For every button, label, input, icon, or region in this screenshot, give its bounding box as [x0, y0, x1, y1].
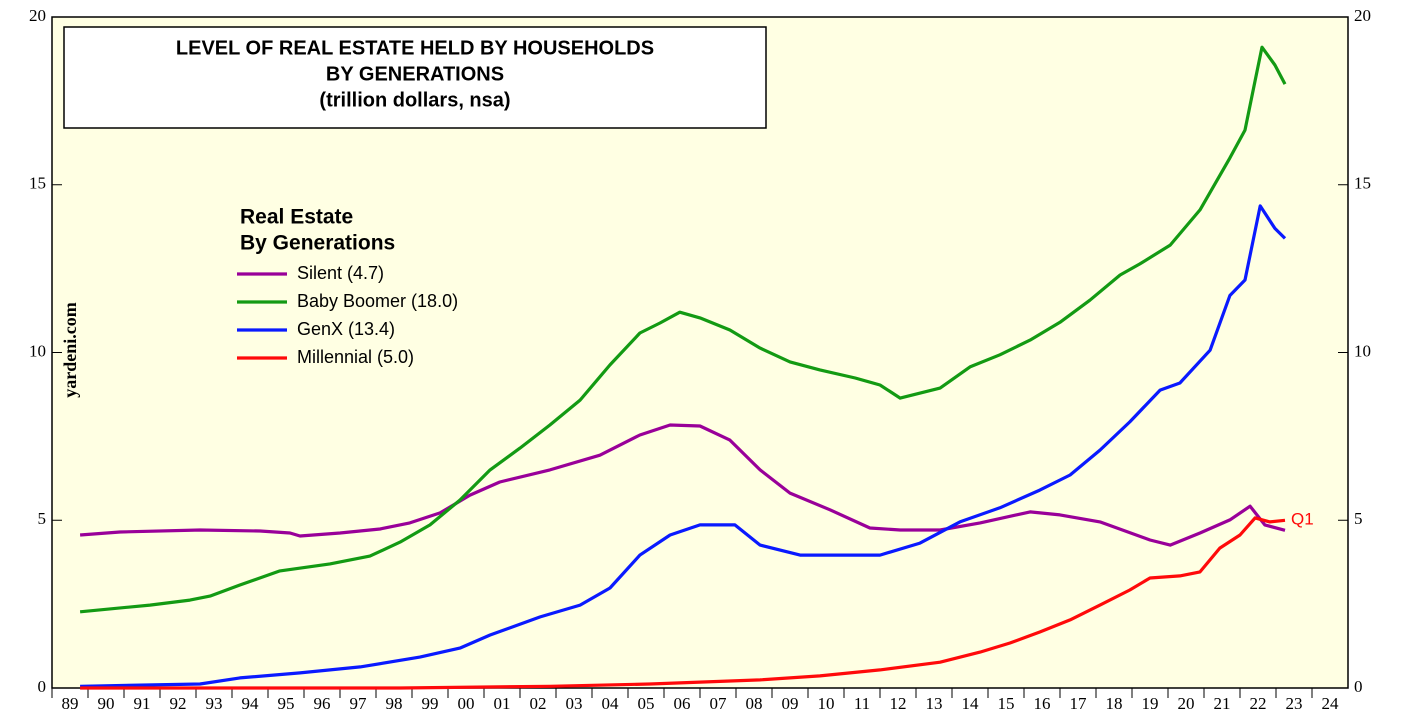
x-tick-label: 00	[458, 694, 475, 713]
x-tick-label: 06	[674, 694, 691, 713]
x-tick-label: 04	[602, 694, 620, 713]
y2-tick-label: 0	[1354, 677, 1363, 696]
x-tick-label: 12	[890, 694, 907, 713]
legend-label: Millennial (5.0)	[297, 347, 414, 367]
x-tick-label: 18	[1106, 694, 1123, 713]
x-tick-label: 07	[710, 694, 728, 713]
x-tick-label: 21	[1214, 694, 1231, 713]
x-tick-label: 99	[422, 694, 439, 713]
y-tick-label: 10	[29, 341, 46, 360]
x-tick-label: 16	[1034, 694, 1051, 713]
x-tick-label: 89	[62, 694, 79, 713]
legend-title: Real Estate	[240, 206, 353, 229]
x-tick-label: 19	[1142, 694, 1159, 713]
legend-title: By Generations	[240, 232, 395, 255]
x-tick-label: 11	[854, 694, 870, 713]
watermark: yardeni.com	[60, 302, 80, 397]
x-tick-label: 02	[530, 694, 547, 713]
x-tick-label: 24	[1322, 694, 1340, 713]
x-tick-label: 96	[314, 694, 331, 713]
series-line	[79, 45, 1287, 614]
y2-tick-label: 5	[1354, 509, 1363, 528]
x-tick-label: 20	[1178, 694, 1195, 713]
y2-tick-label: 10	[1354, 341, 1371, 360]
x-tick-label: 08	[746, 694, 763, 713]
series-line	[79, 423, 1286, 547]
legend-label: Baby Boomer (18.0)	[297, 291, 458, 311]
x-tick-label: 98	[386, 694, 403, 713]
x-tick-label: 90	[98, 694, 115, 713]
x-tick-label: 95	[278, 694, 295, 713]
x-tick-label: 13	[926, 694, 943, 713]
y2-tick-label: 20	[1354, 6, 1371, 25]
x-tick-label: 17	[1070, 694, 1088, 713]
x-tick-label: 15	[998, 694, 1015, 713]
x-tick-label: 09	[782, 694, 799, 713]
x-tick-label: 23	[1286, 694, 1303, 713]
x-tick-label: 01	[494, 694, 511, 713]
chart-title: BY GENERATIONS	[326, 63, 504, 85]
x-tick-label: 03	[566, 694, 583, 713]
y2-tick-label: 15	[1354, 174, 1371, 193]
x-tick-label: 22	[1250, 694, 1267, 713]
chart-title: LEVEL OF REAL ESTATE HELD BY HOUSEHOLDS	[176, 37, 654, 59]
legend-label: GenX (13.4)	[297, 319, 395, 339]
end-label: Q1	[1291, 510, 1314, 529]
x-tick-label: 97	[350, 694, 368, 713]
series-line	[80, 204, 1287, 688]
x-tick-label: 05	[638, 694, 655, 713]
y-tick-label: 0	[38, 677, 47, 696]
x-tick-label: 14	[962, 694, 980, 713]
y-tick-label: 5	[38, 509, 47, 528]
x-tick-label: 93	[206, 694, 223, 713]
title-box	[63, 26, 767, 129]
x-tick-label: 10	[818, 694, 835, 713]
y-tick-label: 20	[29, 6, 46, 25]
legend-label: Silent (4.7)	[297, 263, 384, 283]
x-tick-label: 92	[170, 694, 187, 713]
x-tick-label: 94	[242, 694, 260, 713]
y-tick-label: 15	[29, 174, 46, 193]
chart-subtitle: (trillion dollars, nsa)	[319, 89, 510, 111]
x-tick-label: 91	[134, 694, 151, 713]
series-line	[80, 516, 1286, 690]
